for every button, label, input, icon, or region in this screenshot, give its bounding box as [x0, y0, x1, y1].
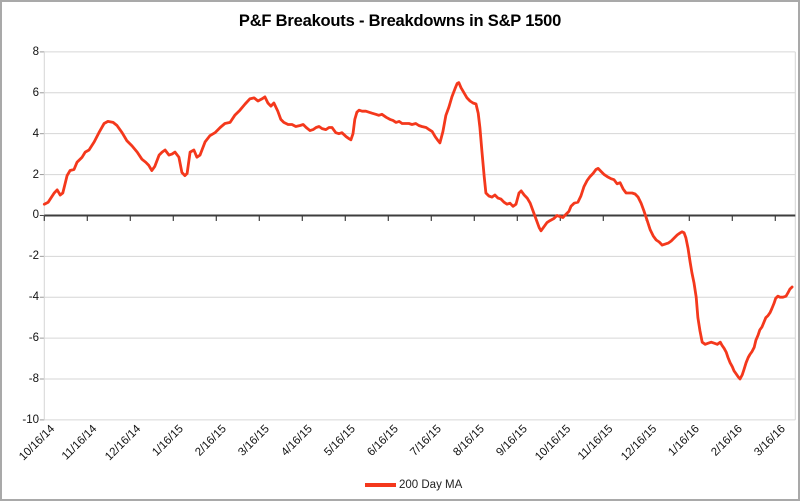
y-axis-label: -6 [28, 332, 39, 345]
legend: 200 Day MA [365, 479, 462, 491]
y-axis-label: 4 [32, 127, 39, 140]
y-axis-label: -2 [28, 250, 39, 263]
y-axis-label: 0 [32, 209, 39, 222]
series-line-200-day-ma [42, 81, 794, 381]
y-axis-label: -10 [22, 413, 39, 426]
chart-title: P&F Breakouts - Breakdowns in S&P 1500 [238, 12, 562, 30]
legend-line-swatch [365, 483, 396, 487]
y-axis-label: 8 [32, 45, 39, 58]
y-axis-label: 2 [32, 168, 39, 181]
legend-label: 200 Day MA [399, 479, 463, 491]
y-axis-label: -4 [28, 291, 39, 304]
y-axis-label: 6 [32, 86, 39, 99]
y-axis-label: -8 [28, 373, 39, 385]
